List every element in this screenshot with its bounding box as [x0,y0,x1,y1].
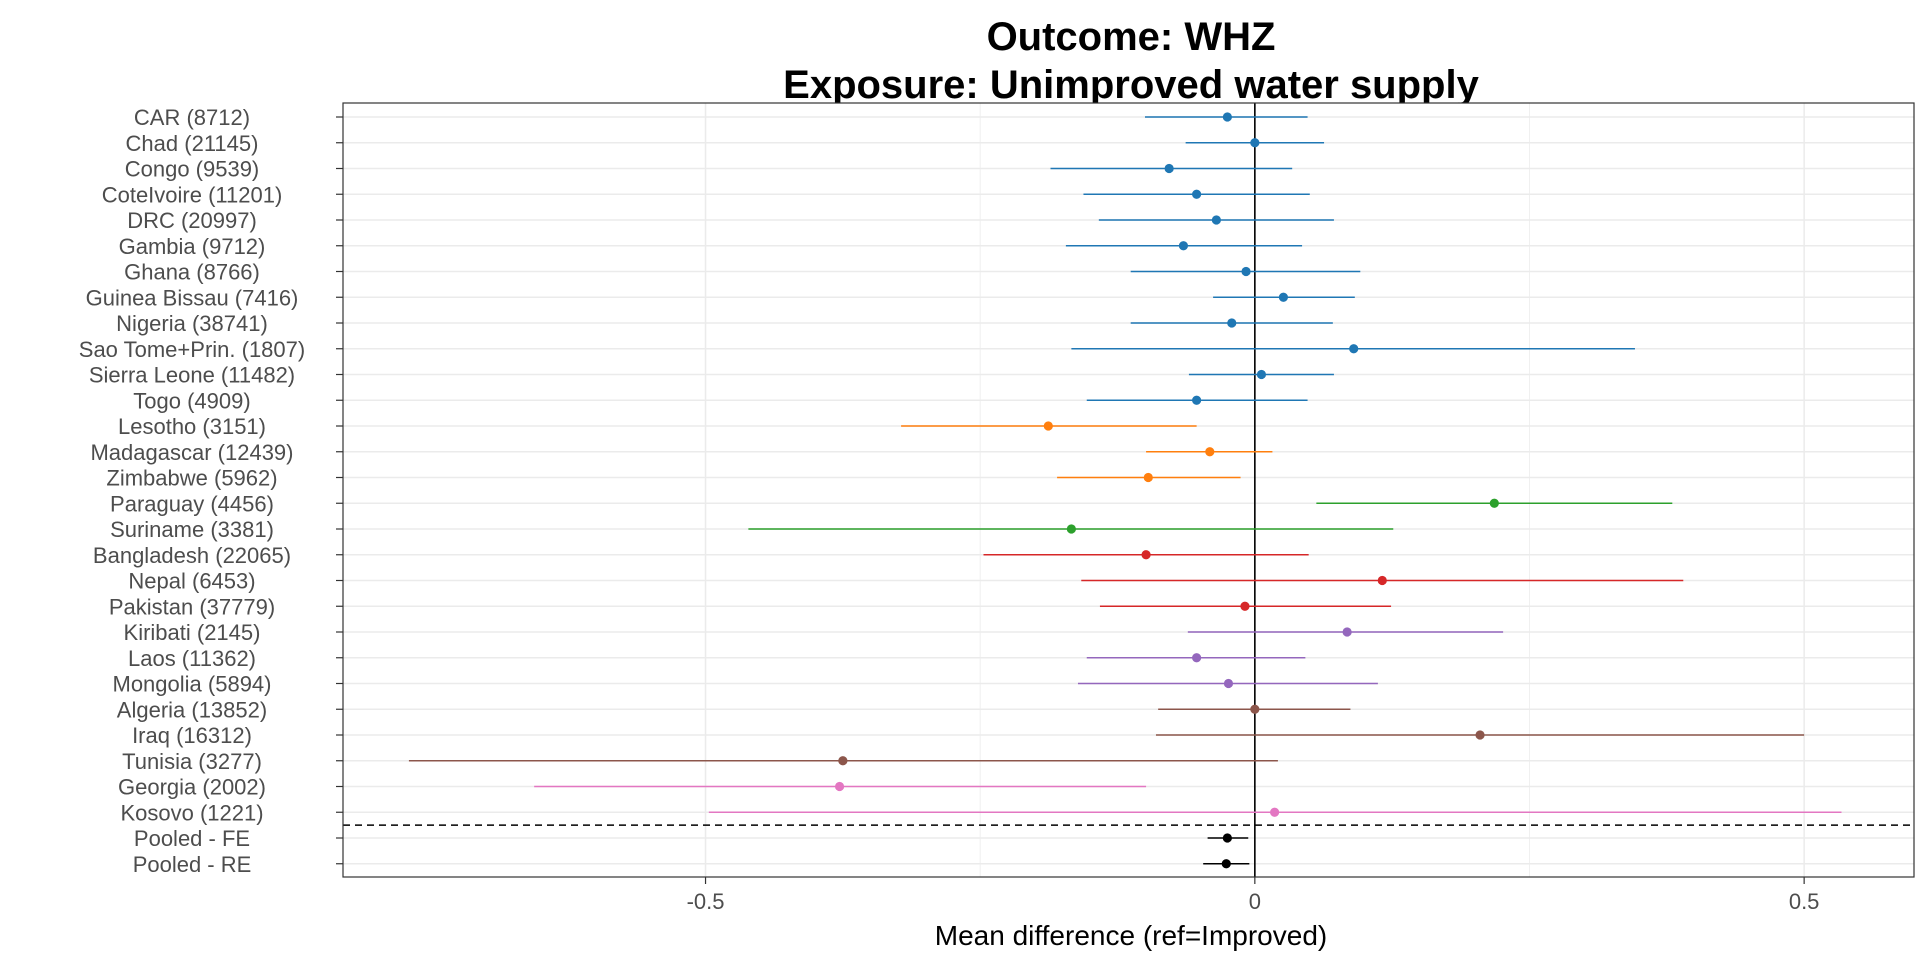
y-tick-label: Laos (11362) [128,646,256,671]
x-axis-title: Mean difference (ref=Improved) [935,920,1327,951]
y-tick-label: Kiribati (2145) [124,620,261,645]
x-tick-label: -0.5 [687,889,725,914]
estimate-point [1066,524,1076,534]
y-tick-label: Sao Tome+Prin. (1807) [79,337,305,362]
estimate-point [1489,498,1499,508]
y-tick-label: Lesotho (3151) [118,414,266,439]
estimate-point [834,781,845,792]
estimate-point [1278,292,1289,302]
grid-minor [979,103,1530,877]
y-tick-label: Sierra Leone (11482) [89,363,295,388]
y-tick-label: Iraq (16312) [132,723,252,748]
y-tick-label: Kosovo (1221) [120,800,263,825]
y-tick-label: Pooled - RE [133,852,252,877]
estimate-point [1221,859,1231,869]
estimate-point [1475,730,1485,740]
estimate-point [1211,215,1221,225]
y-tick-label: Nigeria (38741) [116,311,268,336]
estimate-point [1178,241,1189,251]
estimate-point [1270,807,1280,817]
estimate-point [1192,395,1202,405]
y-tick-label: Pakistan (37779) [109,594,275,619]
y-tick-label: CoteIvoire (11201) [102,182,283,207]
estimate-point [1250,704,1260,714]
estimate-point [1164,163,1174,174]
estimate-point [1043,421,1053,431]
y-tick-label: Suriname (3381) [110,517,274,542]
y-axis: CAR (8712)Chad (21145)Congo (9539)CoteIv… [79,105,343,877]
x-tick-label: 0 [1249,889,1261,914]
estimate-point [1227,318,1237,328]
estimate-point [1222,112,1232,122]
y-tick-label: Tunisia (3277) [122,749,262,774]
estimate-point [1342,627,1352,637]
y-tick-label: Georgia (2002) [118,775,266,800]
chart-subtitle: Exposure: Unimproved water supply [783,63,1479,107]
chart-title: Outcome: WHZ [987,15,1276,59]
estimate-point [1205,447,1215,457]
estimate-point [1141,550,1151,560]
estimate-point [1143,472,1153,483]
y-tick-label: Zimbabwe (5962) [106,466,277,491]
estimate-point [1222,833,1232,843]
plot-panel-border [342,102,1915,878]
y-tick-label: Madagascar (12439) [90,440,293,465]
y-tick-label: Congo (9539) [125,157,260,182]
estimate-point [1250,138,1260,148]
y-tick-label: Mongolia (5894) [113,672,272,697]
y-tick-label: DRC (20997) [127,208,257,233]
estimate-point [1241,266,1251,277]
estimate-point [1192,189,1202,199]
points [834,112,1499,869]
y-tick-label: Pooled - FE [134,826,250,851]
y-tick-label: Guinea Bissau (7416) [86,285,299,310]
x-tick-label: 0.5 [1789,889,1820,914]
estimate-point [1256,369,1267,380]
estimate-point [1192,653,1202,663]
y-tick-label: Bangladesh (22065) [93,543,291,568]
y-tick-label: CAR (8712) [134,105,250,130]
y-tick-label: Togo (4909) [133,388,250,413]
estimate-point [1223,678,1234,689]
x-axis: -0.5 0 0.5 [687,877,1820,914]
y-tick-label: Paraguay (4456) [110,491,274,516]
y-tick-label: Nepal (6453) [128,569,255,594]
y-tick-label: Algeria (13852) [117,697,267,722]
estimate-point [1240,601,1250,611]
estimate-point [1377,575,1387,586]
y-tick-label: Ghana (8766) [124,260,260,285]
plot-panel [343,103,1914,877]
estimate-point [1349,344,1359,354]
estimate-point [838,756,848,766]
y-tick-label: Chad (21145) [126,131,259,156]
y-tick-label: Gambia (9712) [119,234,266,259]
